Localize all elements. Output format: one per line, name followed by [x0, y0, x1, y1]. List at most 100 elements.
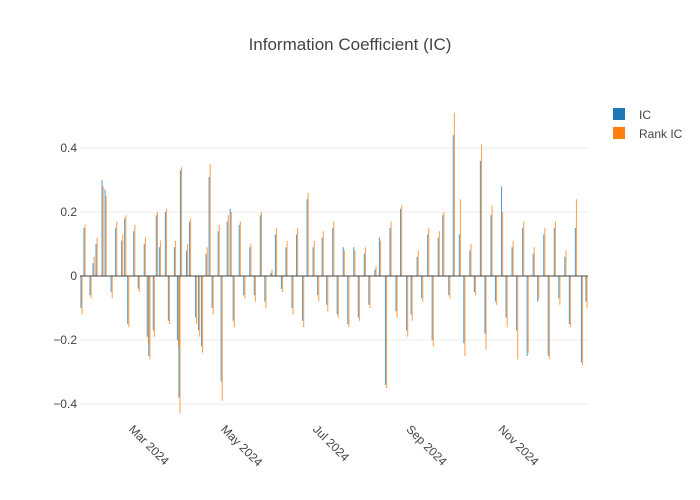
ic-bar[interactable] — [322, 238, 323, 276]
ic-bar[interactable] — [249, 247, 250, 276]
ic-bar[interactable] — [459, 234, 460, 276]
rank-ic-bar[interactable] — [460, 199, 461, 276]
ic-bar[interactable] — [395, 276, 396, 311]
ic-bar[interactable] — [427, 234, 428, 276]
ic-bar[interactable] — [313, 247, 314, 276]
rank-ic-bar[interactable] — [287, 241, 288, 276]
rank-ic-bar[interactable] — [265, 276, 266, 308]
ic-bar[interactable] — [364, 254, 365, 276]
ic-bar[interactable] — [127, 276, 128, 324]
ic-bar[interactable] — [138, 276, 139, 289]
rank-ic-bar[interactable] — [175, 241, 176, 276]
ic-bar[interactable] — [522, 228, 523, 276]
ic-bar[interactable] — [95, 244, 96, 276]
rank-ic-bar[interactable] — [576, 199, 577, 276]
ic-bar[interactable] — [448, 276, 449, 295]
rank-ic-bar[interactable] — [523, 222, 524, 276]
rank-ic-bar[interactable] — [196, 276, 197, 324]
rank-ic-bar[interactable] — [85, 225, 86, 276]
ic-bar[interactable] — [186, 250, 187, 276]
ic-bar[interactable] — [317, 276, 318, 295]
rank-ic-bar[interactable] — [507, 276, 508, 327]
ic-bar[interactable] — [358, 276, 359, 318]
rank-ic-bar[interactable] — [464, 276, 465, 356]
rank-ic-bar[interactable] — [443, 212, 444, 276]
ic-bar[interactable] — [533, 254, 534, 276]
ic-bar[interactable] — [153, 276, 154, 330]
rank-ic-bar[interactable] — [255, 276, 256, 302]
rank-ic-bar[interactable] — [122, 234, 123, 276]
ic-bar[interactable] — [105, 190, 106, 276]
ic-bar[interactable] — [501, 186, 502, 276]
rank-ic-bar[interactable] — [82, 276, 83, 314]
ic-bar[interactable] — [411, 276, 412, 314]
rank-ic-bar[interactable] — [148, 276, 149, 343]
ic-bar[interactable] — [516, 276, 517, 330]
rank-ic-bar[interactable] — [485, 276, 486, 350]
rank-ic-bar[interactable] — [157, 212, 158, 276]
ic-bar[interactable] — [585, 276, 586, 302]
ic-bar[interactable] — [575, 228, 576, 276]
ic-bar[interactable] — [201, 276, 202, 346]
ic-bar[interactable] — [254, 276, 255, 295]
rank-ic-bar[interactable] — [91, 276, 92, 298]
ic-bar[interactable] — [307, 199, 308, 276]
rank-ic-bar[interactable] — [240, 222, 241, 276]
rank-ic-bar[interactable] — [323, 231, 324, 276]
rank-ic-bar[interactable] — [555, 222, 556, 276]
ic-bar[interactable] — [133, 231, 134, 276]
rank-ic-bar[interactable] — [282, 276, 283, 292]
rank-ic-bar[interactable] — [513, 241, 514, 276]
rank-ic-bar[interactable] — [250, 244, 251, 276]
ic-bar[interactable] — [417, 257, 418, 276]
rank-ic-bar[interactable] — [565, 250, 566, 276]
rank-ic-bar[interactable] — [178, 276, 179, 346]
ic-bar[interactable] — [260, 215, 261, 276]
rank-ic-bar[interactable] — [202, 276, 203, 353]
ic-bar[interactable] — [165, 212, 166, 276]
ic-bar[interactable] — [174, 247, 175, 276]
rank-ic-bar[interactable] — [333, 222, 334, 276]
rank-ic-bar[interactable] — [276, 228, 277, 276]
rank-ic-bar[interactable] — [386, 276, 387, 388]
ic-bar[interactable] — [218, 231, 219, 276]
rank-ic-bar[interactable] — [181, 167, 182, 276]
rank-ic-bar[interactable] — [210, 164, 211, 276]
rank-ic-bar[interactable] — [418, 250, 419, 276]
rank-ic-bar[interactable] — [222, 276, 223, 401]
rank-ic-bar[interactable] — [103, 186, 104, 276]
ic-bar[interactable] — [198, 276, 199, 330]
rank-ic-bar[interactable] — [318, 276, 319, 302]
rank-ic-bar[interactable] — [154, 276, 155, 337]
ic-bar[interactable] — [484, 276, 485, 334]
ic-bar[interactable] — [558, 276, 559, 298]
rank-ic-bar[interactable] — [219, 225, 220, 276]
rank-ic-bar[interactable] — [549, 276, 550, 359]
rank-ic-bar[interactable] — [106, 196, 107, 276]
rank-ic-bar[interactable] — [207, 247, 208, 276]
rank-ic-bar[interactable] — [365, 247, 366, 276]
ic-bar[interactable] — [144, 244, 145, 276]
rank-ic-bar[interactable] — [293, 276, 294, 314]
rank-ic-bar[interactable] — [166, 209, 167, 276]
ic-bar[interactable] — [389, 228, 390, 276]
ic-bar[interactable] — [548, 276, 549, 356]
ic-bar[interactable] — [343, 247, 344, 276]
ic-bar[interactable] — [156, 215, 157, 276]
rank-ic-bar[interactable] — [179, 276, 180, 414]
ic-bar[interactable] — [537, 276, 538, 302]
ic-bar[interactable] — [212, 276, 213, 308]
rank-ic-bar[interactable] — [544, 228, 545, 276]
ic-bar[interactable] — [102, 180, 103, 276]
ic-bar[interactable] — [243, 276, 244, 295]
rank-ic-bar[interactable] — [586, 276, 587, 308]
ic-bar[interactable] — [332, 228, 333, 276]
ic-bar[interactable] — [480, 161, 481, 276]
rank-ic-bar[interactable] — [271, 270, 272, 276]
ic-bar[interactable] — [442, 215, 443, 276]
rank-ic-bar[interactable] — [369, 276, 370, 308]
rank-ic-bar[interactable] — [308, 193, 309, 276]
ic-bar[interactable] — [147, 276, 148, 337]
rank-ic-bar[interactable] — [428, 228, 429, 276]
ic-bar[interactable] — [180, 170, 181, 276]
